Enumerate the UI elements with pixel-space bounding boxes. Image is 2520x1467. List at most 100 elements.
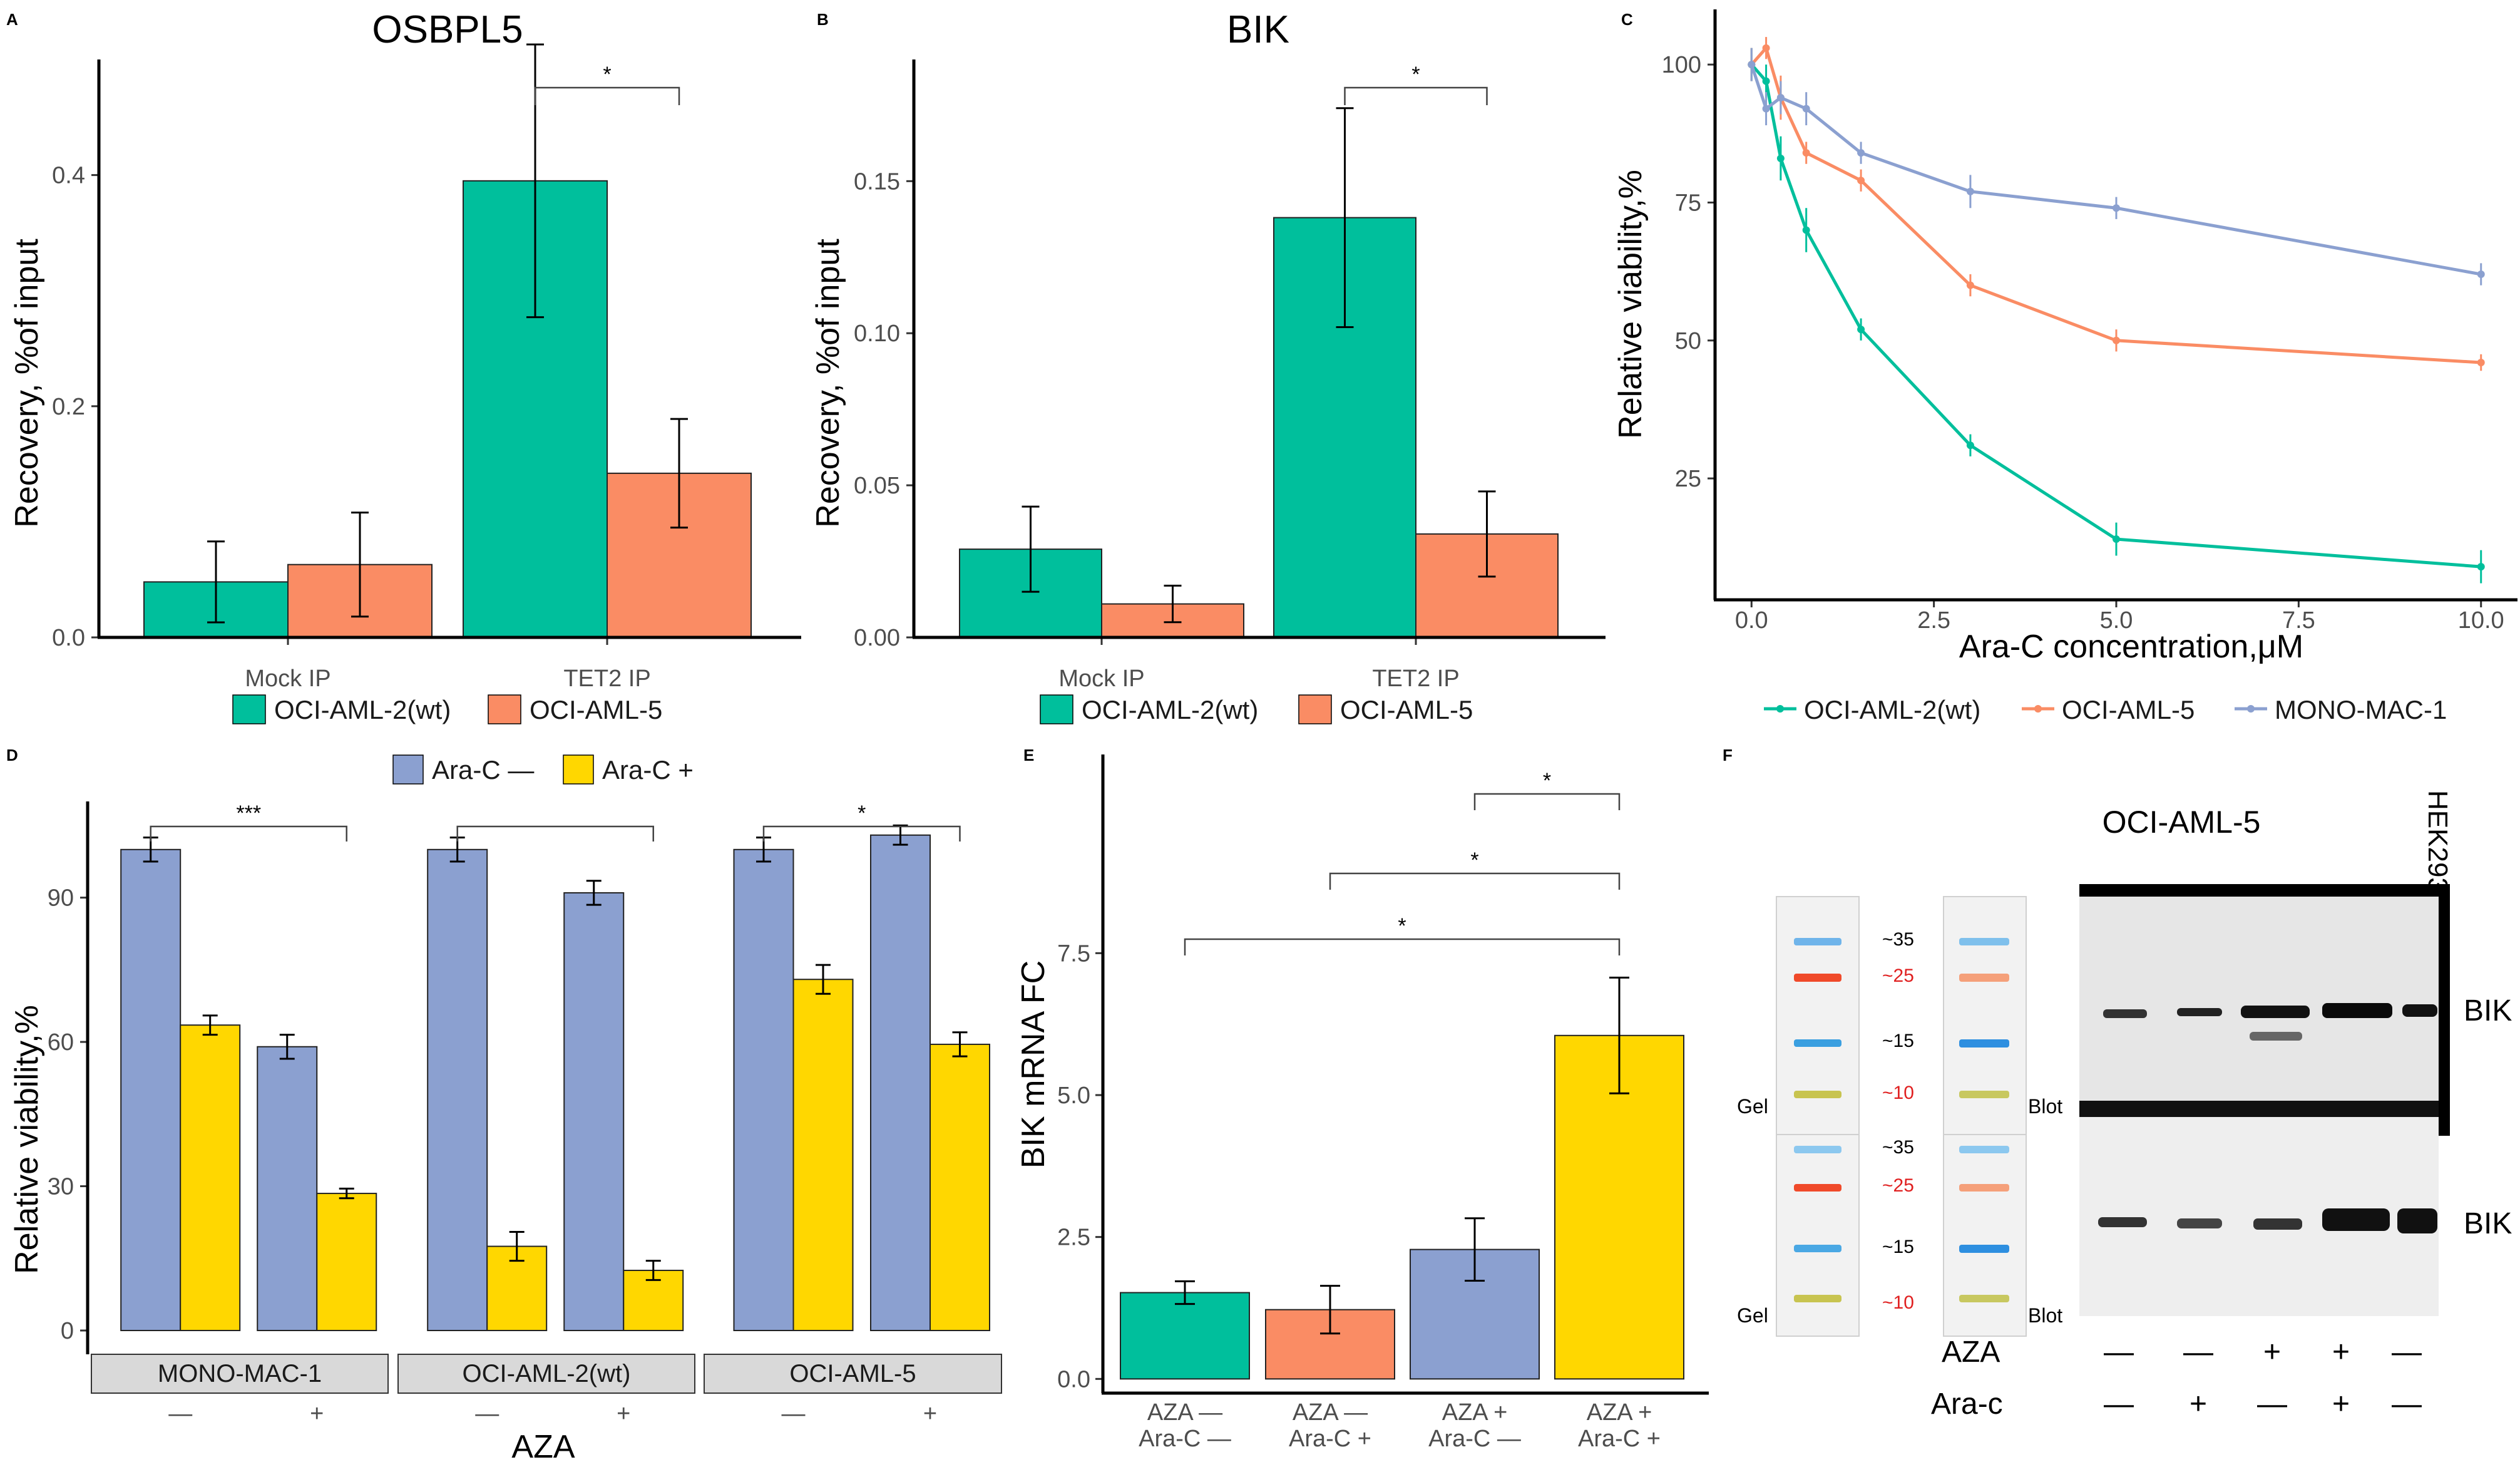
y-tick-label: 30 [48, 1174, 74, 1200]
chart-title-a: OSBPL5 [372, 8, 523, 51]
panel-label-b: B [817, 10, 829, 29]
x-tick-label: 5.0 [2100, 607, 2133, 634]
legend-label-aml5: OCI-AML-5 [1340, 695, 1473, 724]
ladder-band-35 [1959, 938, 2009, 945]
significance-bracket-label: * [1411, 63, 1420, 86]
data-point-monomac [1857, 149, 1865, 157]
plot-area-a: 0.0 0.2 0.4 Mock IP TET2 IP * [52, 43, 752, 692]
x-tick-label: AZA + [1587, 1399, 1652, 1426]
data-point-wt [1776, 154, 1785, 162]
x-tick-label: Ara-C + [1578, 1426, 1661, 1452]
bar-aracminus [427, 848, 488, 1332]
aza-treatment-symbol: + [2263, 1336, 2281, 1369]
legend-d: Ara-C — Ara-C + [392, 754, 694, 785]
ladder-caption-gel: Gel [1737, 1304, 1768, 1327]
data-point-aml5 [1802, 149, 1810, 157]
y-tick-label: 100 [1662, 52, 1701, 78]
ladder-strip-blot-bottom [1943, 1134, 2027, 1337]
blot-band [2397, 1208, 2437, 1233]
panel-a: A OSBPL5 Recovery, %of input 0.0 0.2 0.4 Mo… [6, 8, 801, 724]
series-line-aml5 [1750, 44, 2481, 364]
blot-band [2177, 1218, 2222, 1228]
aza-treatment-symbol: — [2392, 1336, 2422, 1369]
blot-edge-divider [2079, 1101, 2439, 1117]
x-tick-label: — [475, 1401, 499, 1427]
legend-swatch-aracminus [392, 754, 424, 785]
panel-label-c: C [1621, 10, 1633, 29]
plot-area-d: 0 30 60 90 — + MONO-MAC-1 *** — + OCI-AML-2(wt) — + O… [48, 801, 1002, 1427]
blot-band [2177, 1008, 2222, 1016]
facet-label: OCI-AML-2(wt) [463, 1360, 631, 1387]
x-tick-label: 10.0 [2458, 607, 2504, 634]
bar-aracplus [316, 1193, 377, 1332]
bar-aracplus [792, 979, 854, 1331]
aza-treatment-symbol: — [2104, 1336, 2134, 1369]
data-point-monomac [2113, 204, 2120, 212]
panel-label-e: E [1023, 746, 1034, 764]
x-tick-label: + [923, 1401, 937, 1427]
y-tick-label: 90 [48, 885, 74, 912]
y-axis-label-e: BIK mRNA FC [1015, 960, 1052, 1168]
significance-bracket [1184, 938, 1621, 955]
panel-f: F ~35 ~25 ~15 ~10 Gel Blot ~35 ~25 ~15 ~… [1723, 746, 2512, 1421]
legend-swatch-aml5 [488, 694, 521, 724]
bar-aracminus [120, 848, 182, 1332]
y-tick-label: 2.5 [1057, 1225, 1090, 1251]
ladder-band-10 [1959, 1295, 2009, 1302]
x-tick-label: AZA + [1442, 1399, 1508, 1426]
significance-bracket [1329, 872, 1621, 890]
marker-label-15: ~15 [1882, 1237, 1914, 1257]
ladder-caption-gel: Gel [1737, 1095, 1768, 1118]
y-tick-label: 25 [1675, 466, 1701, 492]
data-point-wt [2477, 563, 2485, 571]
x-tick-label: Ara-C — [1139, 1426, 1231, 1452]
marker-label-25: ~25 [1882, 965, 1914, 986]
ladder-band-25 [1959, 974, 2009, 982]
blot-band [2241, 1006, 2310, 1018]
significance-bracket [150, 825, 347, 842]
blot-cell-line-label: OCI-AML-5 [2103, 805, 2261, 840]
x-tick-label: Ara-C + [1289, 1426, 1371, 1452]
plot-area-c: 25 50 75 100 0.0 2.5 5.0 7.5 10.0 [1662, 37, 2504, 634]
ladder-caption-blot: Blot [2028, 1095, 2062, 1118]
bar-aracminus [733, 848, 794, 1332]
blot-edge-right [2439, 884, 2450, 1136]
x-tick-label: — [168, 1401, 192, 1427]
legend-swatch-aml5 [1298, 694, 1332, 724]
x-tick-label: Mock IP [245, 666, 330, 692]
panel-label-f: F [1723, 746, 1733, 764]
marker-label-25: ~25 [1882, 1175, 1914, 1196]
bar-aza-minus-arac-minus [1120, 1292, 1250, 1380]
x-tick-label: 2.5 [1917, 607, 1950, 634]
data-point-monomac [1748, 61, 1756, 69]
arac-treatment-symbol: + [2190, 1387, 2207, 1421]
ladder-band-10 [1794, 1091, 1841, 1098]
y-tick-label: 0.2 [52, 394, 85, 420]
data-point-monomac [1762, 105, 1770, 113]
aza-treatment-symbol: + [2332, 1336, 2350, 1369]
y-tick-label: 60 [48, 1029, 74, 1056]
ladder-band-35 [1794, 938, 1841, 945]
x-axis-label-d: AZA [511, 1429, 575, 1465]
blot-band [2402, 1004, 2437, 1017]
y-tick-label: 75 [1675, 190, 1701, 216]
marker-label-10: ~10 [1882, 1292, 1914, 1313]
facet-label: MONO-MAC-1 [158, 1360, 322, 1387]
ladder-band-35 [1959, 1146, 2009, 1153]
x-tick-label: TET2 IP [563, 666, 650, 692]
legend-dot-aml5 [2034, 705, 2042, 713]
plot-area-b: 0.00 0.05 0.10 0.15 Mock IP TET2 IP * [854, 63, 1559, 692]
data-point-aml5 [2113, 336, 2120, 344]
ladder-band-10 [1794, 1295, 1841, 1302]
y-axis-label-b: Recovery, %of input [810, 239, 846, 528]
x-tick-label: AZA — [1293, 1399, 1368, 1426]
x-tick-label: Mock IP [1058, 666, 1144, 692]
ladder-band-15 [1794, 1039, 1841, 1047]
row-label-arac: Ara-c [1931, 1387, 2003, 1421]
y-tick-label: 0.00 [854, 625, 900, 651]
panel-d: D Ara-C — Ara-C + Relative viability,% A… [6, 746, 1002, 1465]
blot-band [2322, 1208, 2390, 1231]
arac-treatment-symbol: — [2104, 1387, 2134, 1421]
significance-bracket-label: * [1543, 769, 1551, 793]
